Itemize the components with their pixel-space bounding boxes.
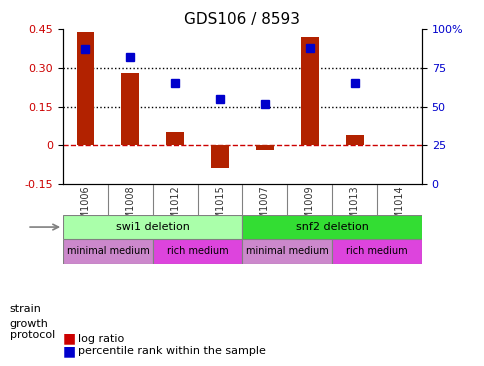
Text: GSM1012: GSM1012 (170, 186, 180, 232)
FancyBboxPatch shape (242, 215, 421, 239)
Bar (166, 132, 184, 145)
Text: ■: ■ (63, 332, 76, 346)
Bar (121, 73, 139, 145)
Text: swi1 deletion: swi1 deletion (116, 222, 189, 232)
Bar (256, 145, 273, 150)
Text: GSM1009: GSM1009 (304, 186, 314, 232)
Bar (211, 145, 228, 168)
Text: rich medium: rich medium (346, 246, 407, 256)
FancyBboxPatch shape (332, 239, 421, 264)
FancyBboxPatch shape (63, 215, 242, 239)
Text: rich medium: rich medium (166, 246, 228, 256)
Title: GDS106 / 8593: GDS106 / 8593 (184, 12, 300, 27)
Bar (300, 37, 318, 145)
Text: snf2 deletion: snf2 deletion (295, 222, 368, 232)
Text: minimal medium: minimal medium (245, 246, 328, 256)
Bar (76, 32, 94, 145)
Text: GSM1007: GSM1007 (259, 186, 270, 232)
Text: GSM1008: GSM1008 (125, 186, 135, 232)
Text: strain: strain (10, 304, 42, 314)
Text: log ratio: log ratio (77, 333, 123, 344)
FancyBboxPatch shape (242, 239, 332, 264)
Text: ■: ■ (63, 344, 76, 358)
FancyBboxPatch shape (152, 239, 242, 264)
Bar (345, 135, 363, 145)
Text: GSM1015: GSM1015 (214, 186, 225, 232)
Text: growth
protocol: growth protocol (10, 318, 55, 340)
Text: GSM1013: GSM1013 (349, 186, 359, 232)
Text: minimal medium: minimal medium (66, 246, 149, 256)
FancyBboxPatch shape (63, 239, 152, 264)
Text: GSM1006: GSM1006 (80, 186, 91, 232)
Text: percentile rank within the sample: percentile rank within the sample (77, 346, 265, 356)
Text: GSM1014: GSM1014 (393, 186, 404, 232)
